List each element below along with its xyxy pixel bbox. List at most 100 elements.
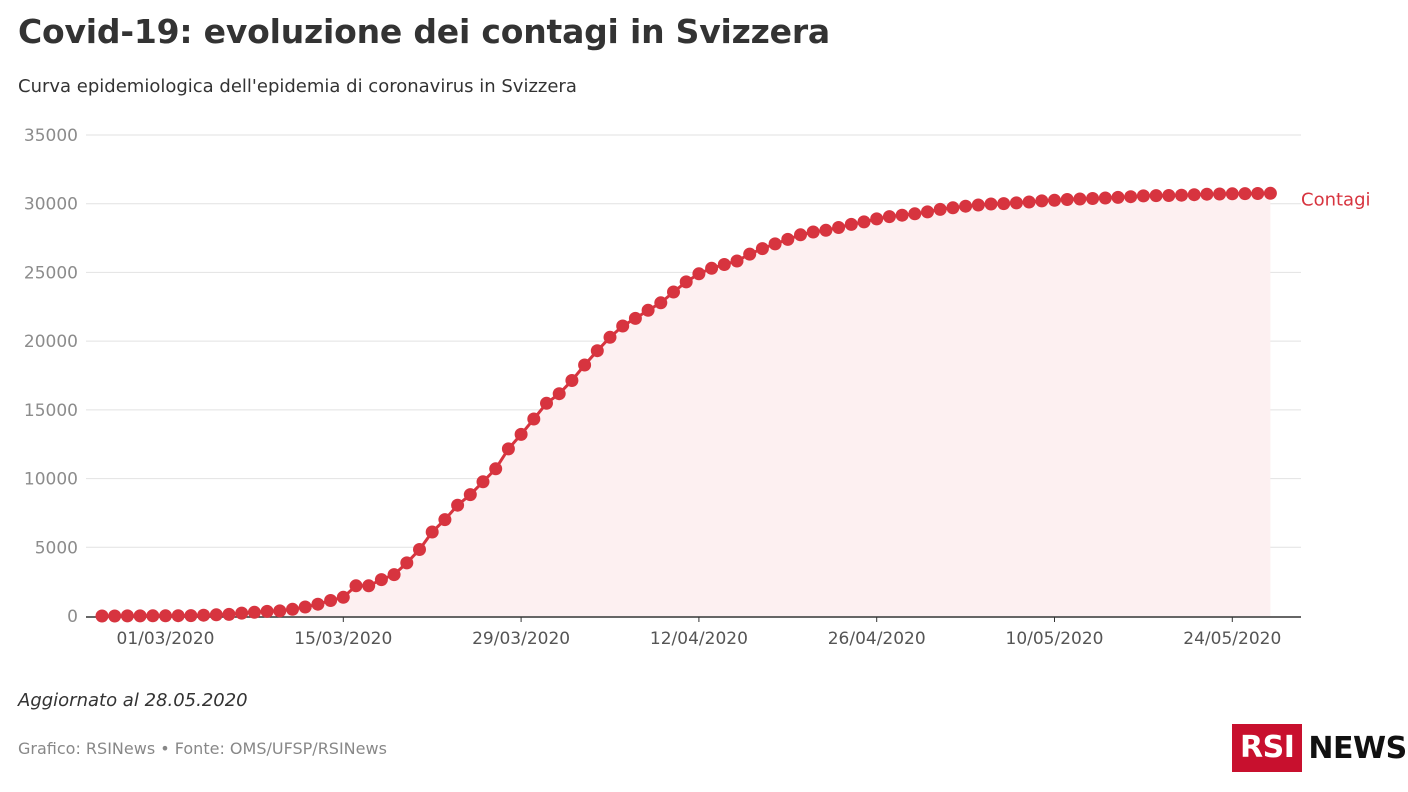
data-point <box>628 311 642 325</box>
data-point <box>997 197 1011 211</box>
data-point <box>794 228 807 242</box>
data-point <box>819 223 833 237</box>
data-point <box>667 285 680 299</box>
data-point <box>1263 186 1277 200</box>
data-point <box>273 604 287 618</box>
data-point <box>857 215 871 229</box>
data-point <box>209 608 223 622</box>
data-point <box>1175 188 1188 202</box>
data-point <box>260 604 274 618</box>
data-point <box>1022 195 1036 209</box>
logo-rsi-box: RSI <box>1232 724 1303 772</box>
data-point <box>463 488 477 502</box>
data-point <box>832 221 846 234</box>
data-point <box>933 202 947 216</box>
data-point <box>870 212 884 226</box>
data-point <box>171 609 185 623</box>
data-point <box>374 573 388 587</box>
data-point <box>1048 193 1061 207</box>
data-point <box>501 442 515 456</box>
data-point <box>705 261 719 275</box>
data-point <box>1086 192 1100 205</box>
data-point <box>1225 187 1239 201</box>
data-point <box>1149 189 1163 203</box>
x-tick-label: 12/04/2020 <box>650 629 748 649</box>
data-point <box>692 267 706 281</box>
data-point <box>806 225 820 239</box>
data-point <box>895 208 909 222</box>
data-point <box>946 201 960 215</box>
data-point <box>133 609 147 623</box>
data-point <box>552 387 566 401</box>
data-point <box>755 242 769 256</box>
data-point <box>641 303 655 317</box>
x-tick-label: 24/05/2020 <box>1183 629 1281 649</box>
data-point <box>882 210 896 224</box>
chart-plot: 0 5000 10000 15000 20000 25000 30000 35000 01/0… <box>24 126 1371 649</box>
y-tick-label: 0 <box>67 607 78 627</box>
data-point <box>743 247 757 261</box>
data-point <box>1124 190 1138 204</box>
data-point <box>971 198 985 212</box>
data-point <box>451 498 465 512</box>
data-point <box>959 199 973 213</box>
chart-subtitle: Curva epidemiologica dell'epidemia di co… <box>18 76 577 97</box>
data-point <box>400 556 414 570</box>
data-point <box>222 607 236 621</box>
data-point <box>679 275 693 289</box>
data-point <box>120 609 134 623</box>
data-point <box>1060 193 1074 206</box>
data-point <box>514 427 528 441</box>
data-point <box>197 608 211 622</box>
data-point <box>768 237 782 251</box>
data-point <box>717 258 731 271</box>
data-point <box>565 374 579 387</box>
y-tick-label: 5000 <box>35 538 78 558</box>
data-point <box>908 207 922 221</box>
data-point <box>603 330 617 344</box>
data-point <box>921 205 934 219</box>
x-axis-ticks: 01/03/2020 15/03/2020 29/03/2020 12/04/2020… <box>117 617 1281 649</box>
series-points-contagi <box>95 186 1277 623</box>
data-point <box>489 462 503 476</box>
data-point <box>184 609 198 623</box>
source-credit: Grafico: RSINews • Fonte: OMS/UFSP/RSINe… <box>18 739 387 758</box>
x-tick-label: 15/03/2020 <box>294 629 392 649</box>
y-tick-label: 10000 <box>24 470 78 490</box>
data-point <box>425 525 439 539</box>
data-point <box>984 197 998 211</box>
updated-note: Aggiornato al 28.05.2020 <box>18 690 248 711</box>
rsi-news-logo: RSI NEWS <box>1232 724 1407 772</box>
data-point <box>781 232 795 246</box>
data-point <box>1200 187 1214 201</box>
data-point <box>527 412 541 426</box>
y-tick-label: 35000 <box>24 126 78 146</box>
data-point <box>1009 196 1023 210</box>
data-point <box>1073 192 1087 206</box>
chart-title: Covid-19: evoluzione dei contagi in Sviz… <box>18 12 830 51</box>
y-axis-ticks: 0 5000 10000 15000 20000 25000 30000 35000 <box>24 126 78 627</box>
x-tick-label: 01/03/2020 <box>117 629 215 649</box>
data-point <box>1238 187 1252 201</box>
data-point <box>336 590 350 604</box>
data-point <box>311 597 325 611</box>
data-point <box>1162 189 1176 202</box>
data-point <box>540 396 553 410</box>
logo-news-text: NEWS <box>1308 730 1407 766</box>
data-point <box>1187 188 1201 202</box>
data-point <box>616 319 630 333</box>
data-point <box>476 475 490 489</box>
data-point <box>108 609 122 623</box>
data-point <box>1035 194 1049 208</box>
data-point <box>324 594 338 607</box>
data-point <box>1251 187 1265 200</box>
data-point <box>146 609 160 623</box>
data-point <box>578 358 592 372</box>
data-point <box>1136 189 1150 203</box>
data-point <box>413 543 426 556</box>
data-point <box>1111 190 1125 204</box>
data-point <box>362 579 376 593</box>
data-point <box>159 609 172 623</box>
x-tick-label: 26/04/2020 <box>828 629 926 649</box>
area-fill <box>102 193 1271 617</box>
